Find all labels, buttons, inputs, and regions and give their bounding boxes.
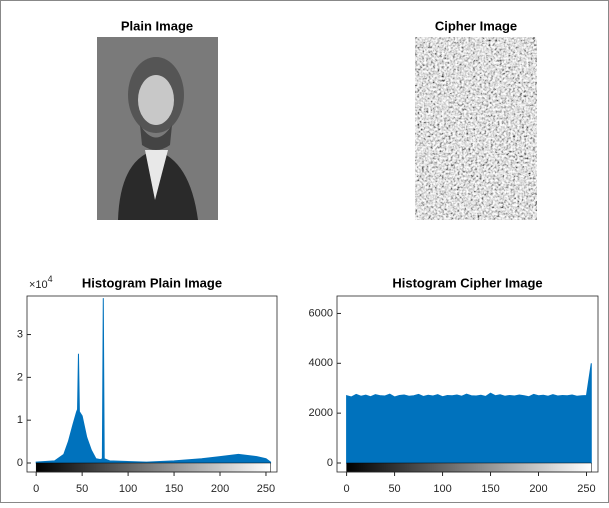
x-tick-label: 50 <box>76 483 88 495</box>
exponent-base: ×10 <box>29 279 48 291</box>
y-tick-label: 6000 <box>309 307 333 319</box>
x-tick-label: 200 <box>529 483 547 495</box>
x-tick-label: 0 <box>344 483 350 495</box>
x-tick-label: 250 <box>577 483 595 495</box>
y-tick-label: 4000 <box>309 357 333 369</box>
panel-title: Histogram Plain Image <box>82 275 222 290</box>
x-tick-label: 150 <box>165 483 183 495</box>
y-tick-label: 2000 <box>309 407 333 419</box>
y-tick-label: 0 <box>17 457 23 469</box>
y-tick-label: 3 <box>17 328 23 340</box>
colorbar <box>347 463 592 472</box>
x-tick-label: 150 <box>481 483 499 495</box>
y-tick-label: 0 <box>327 457 333 469</box>
x-tick-label: 250 <box>257 483 275 495</box>
panel-title: Histogram Cipher Image <box>392 275 542 290</box>
figure: Plain Image Cipher Image Histogram Plain I… <box>0 0 609 503</box>
cipher-image <box>415 37 537 220</box>
y-tick-label: 1 <box>17 414 23 426</box>
plain-image <box>97 37 218 220</box>
x-tick-label: 100 <box>433 483 451 495</box>
panel-title: Cipher Image <box>435 18 517 33</box>
panel-title: Plain Image <box>121 18 193 33</box>
x-tick-label: 200 <box>211 483 229 495</box>
x-tick-label: 100 <box>119 483 137 495</box>
x-tick-label: 0 <box>33 483 39 495</box>
exponent-power: 4 <box>48 274 53 284</box>
x-tick-label: 50 <box>388 483 400 495</box>
y-tick-label: 2 <box>17 371 23 383</box>
colorbar <box>36 463 270 472</box>
